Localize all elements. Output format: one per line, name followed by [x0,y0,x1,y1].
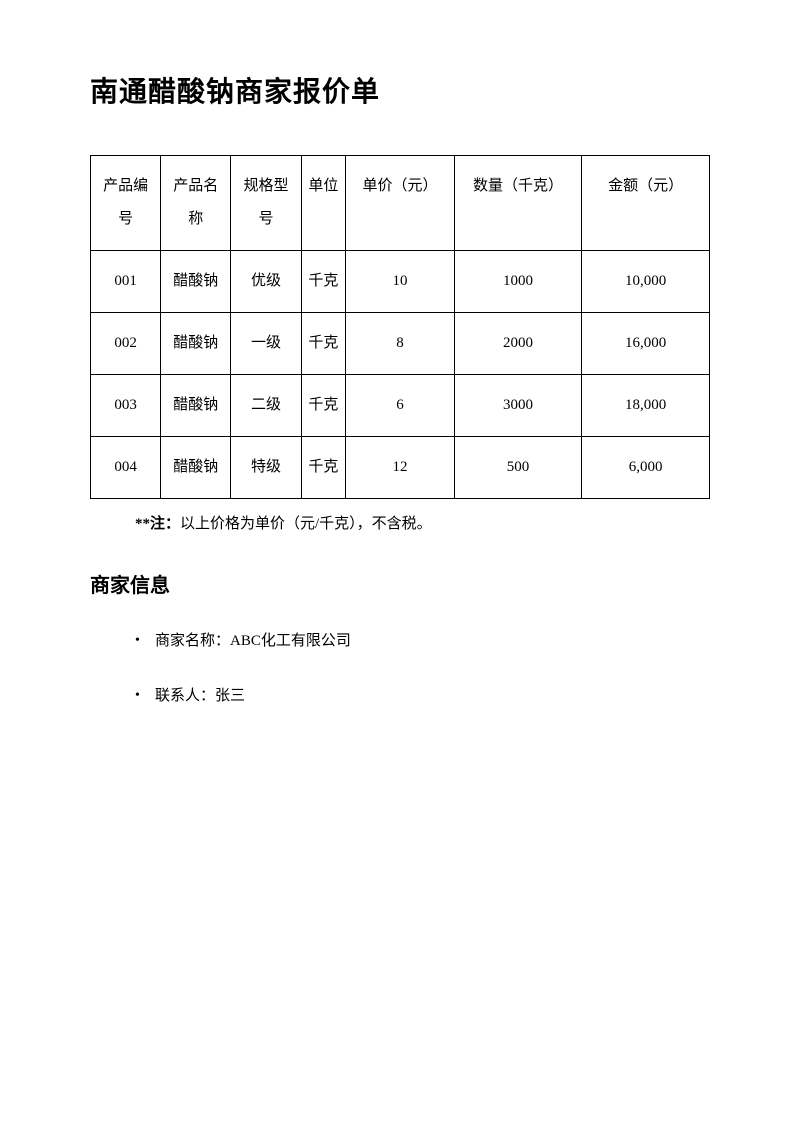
table-cell: 2000 [454,313,582,375]
table-cell: 6 [346,375,454,437]
table-cell: 醋酸钠 [161,313,231,375]
table-cell: 醋酸钠 [161,437,231,499]
table-cell: 特级 [231,437,301,499]
table-cell: 千克 [301,251,346,313]
table-cell: 千克 [301,437,346,499]
table-header: 产品名称 [161,156,231,251]
table-header: 规格型号 [231,156,301,251]
table-cell: 3000 [454,375,582,437]
page-title: 南通醋酸钠商家报价单 [90,70,710,110]
table-note: **注：以上价格为单价（元/千克），不含税。 [90,509,710,539]
table-cell: 醋酸钠 [161,251,231,313]
section-title: 商家信息 [90,569,710,598]
table-cell: 18,000 [582,375,710,437]
table-row: 002 醋酸钠 一级 千克 8 2000 16,000 [91,313,710,375]
table-cell: 优级 [231,251,301,313]
table-cell: 千克 [301,375,346,437]
note-prefix: **注： [135,516,180,532]
table-header: 产品编号 [91,156,161,251]
table-cell: 二级 [231,375,301,437]
table-cell: 002 [91,313,161,375]
quotation-table: 产品编号 产品名称 规格型号 单位 单价（元） 数量（千克） 金额（元） 001… [90,155,710,499]
table-cell: 一级 [231,313,301,375]
list-item: 商家名称：ABC化工有限公司 [135,628,710,655]
table-header: 金额（元） [582,156,710,251]
table-cell: 8 [346,313,454,375]
table-cell: 千克 [301,313,346,375]
table-cell: 001 [91,251,161,313]
info-list: 商家名称：ABC化工有限公司 联系人：张三 [90,628,710,710]
table-header-row: 产品编号 产品名称 规格型号 单位 单价（元） 数量（千克） 金额（元） [91,156,710,251]
table-cell: 500 [454,437,582,499]
table-cell: 004 [91,437,161,499]
table-header: 单位 [301,156,346,251]
table-cell: 10 [346,251,454,313]
table-cell: 10,000 [582,251,710,313]
table-cell: 003 [91,375,161,437]
table-row: 004 醋酸钠 特级 千克 12 500 6,000 [91,437,710,499]
list-item: 联系人：张三 [135,683,710,710]
table-cell: 16,000 [582,313,710,375]
table-row: 001 醋酸钠 优级 千克 10 1000 10,000 [91,251,710,313]
note-text: 以上价格为单价（元/千克），不含税。 [180,516,432,532]
table-cell: 醋酸钠 [161,375,231,437]
table-row: 003 醋酸钠 二级 千克 6 3000 18,000 [91,375,710,437]
table-header: 数量（千克） [454,156,582,251]
table-header: 单价（元） [346,156,454,251]
table-cell: 1000 [454,251,582,313]
table-cell: 6,000 [582,437,710,499]
table-cell: 12 [346,437,454,499]
